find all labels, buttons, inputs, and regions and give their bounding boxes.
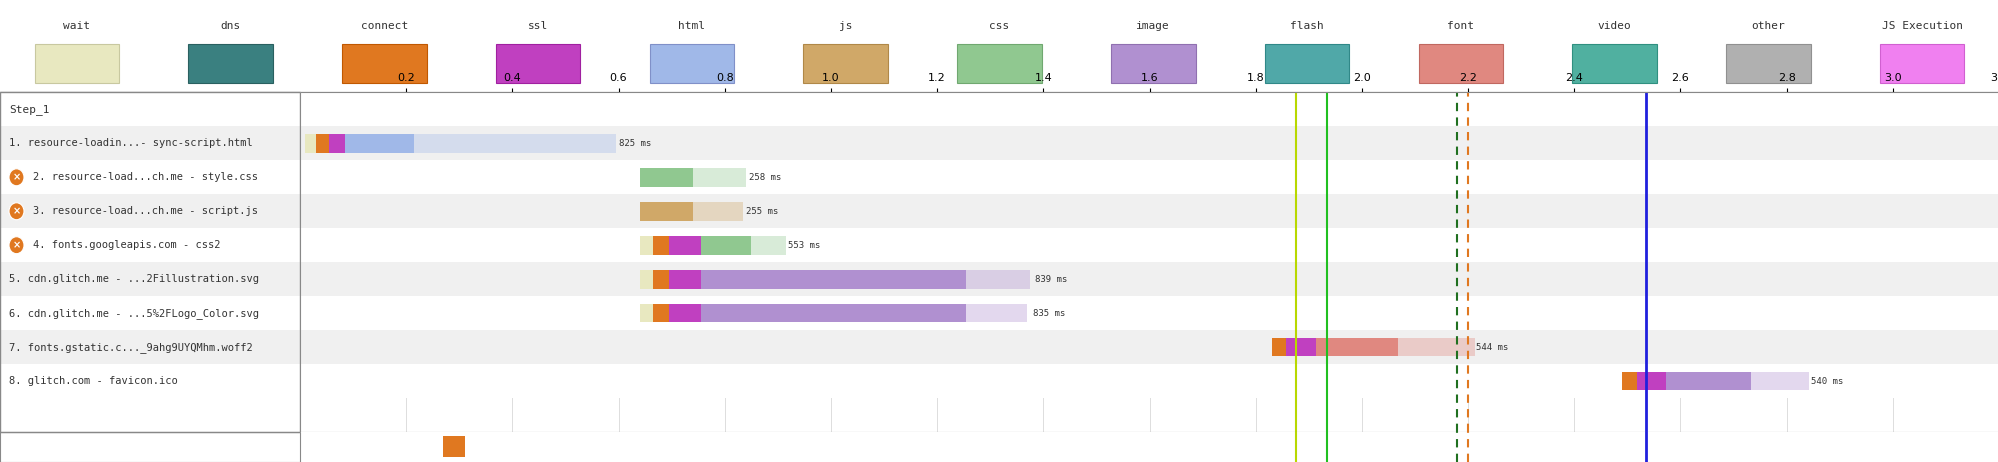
Bar — [1287, 338, 1315, 356]
Bar — [653, 270, 669, 288]
Text: dns: dns — [220, 21, 240, 31]
Bar — [1620, 372, 1636, 390]
Bar — [316, 134, 330, 152]
Bar — [965, 304, 1027, 322]
Bar — [653, 236, 669, 255]
Bar — [0, 330, 300, 364]
Text: connect: connect — [360, 21, 408, 31]
Text: 5. cdn.glitch.me - ...2Fillustration.svg: 5. cdn.glitch.me - ...2Fillustration.svg — [10, 274, 260, 284]
Bar — [751, 236, 785, 255]
Bar — [701, 304, 965, 322]
Text: 540 ms: 540 ms — [1810, 377, 1842, 385]
Bar — [1315, 338, 1397, 356]
FancyBboxPatch shape — [1265, 44, 1349, 83]
Bar — [300, 92, 1998, 126]
Bar — [639, 202, 693, 220]
Bar — [669, 270, 701, 288]
Text: 255 ms: 255 ms — [745, 207, 777, 216]
Bar — [639, 304, 653, 322]
Bar — [300, 296, 1998, 330]
Text: JS Execution: JS Execution — [1880, 21, 1962, 31]
Bar — [639, 168, 693, 187]
Bar — [300, 228, 1998, 262]
Text: 258 ms: 258 ms — [749, 173, 781, 182]
Text: ×: × — [12, 206, 20, 216]
Text: other: other — [1750, 21, 1784, 31]
FancyBboxPatch shape — [496, 44, 579, 83]
FancyBboxPatch shape — [957, 44, 1041, 83]
Text: ×: × — [12, 172, 20, 182]
Text: 553 ms: 553 ms — [787, 241, 821, 249]
Bar — [669, 304, 701, 322]
Bar — [1636, 372, 1664, 390]
Text: css: css — [989, 21, 1009, 31]
FancyBboxPatch shape — [1111, 44, 1195, 83]
Bar — [300, 126, 1998, 160]
Bar — [414, 134, 615, 152]
Text: 835 ms: 835 ms — [1033, 309, 1065, 317]
FancyBboxPatch shape — [342, 44, 426, 83]
Bar — [0, 194, 300, 228]
Text: wait: wait — [64, 21, 90, 31]
Text: 839 ms: 839 ms — [1035, 275, 1067, 284]
Text: image: image — [1135, 21, 1169, 31]
Text: ssl: ssl — [527, 21, 547, 31]
Text: font: font — [1447, 21, 1475, 31]
Text: js: js — [839, 21, 851, 31]
FancyBboxPatch shape — [1419, 44, 1502, 83]
Bar — [693, 168, 745, 187]
Bar — [300, 262, 1998, 296]
Text: ×: × — [12, 240, 20, 250]
FancyBboxPatch shape — [34, 44, 120, 83]
FancyBboxPatch shape — [649, 44, 733, 83]
FancyBboxPatch shape — [803, 44, 887, 83]
Bar — [1271, 338, 1287, 356]
Text: 3. resource-load...ch.me - script.js: 3. resource-load...ch.me - script.js — [34, 206, 258, 216]
Text: 4. fonts.googleapis.com - css2: 4. fonts.googleapis.com - css2 — [34, 240, 220, 250]
Text: 825 ms: 825 ms — [617, 139, 651, 148]
Bar — [300, 160, 1998, 194]
Bar — [1397, 338, 1475, 356]
Text: flash: flash — [1289, 21, 1323, 31]
Bar — [346, 134, 414, 152]
Circle shape — [10, 169, 24, 186]
Bar — [330, 134, 346, 152]
Text: 8. glitch.com - favicon.ico: 8. glitch.com - favicon.ico — [10, 376, 178, 386]
FancyBboxPatch shape — [1878, 44, 1964, 83]
FancyBboxPatch shape — [1724, 44, 1810, 83]
Bar — [300, 364, 1998, 398]
Text: 1. resource-loadin...- sync-script.html: 1. resource-loadin...- sync-script.html — [10, 138, 252, 148]
Bar — [300, 194, 1998, 228]
Bar — [669, 236, 701, 255]
Bar — [701, 236, 751, 255]
Bar — [693, 202, 743, 220]
FancyBboxPatch shape — [188, 44, 274, 83]
Bar — [0, 160, 300, 194]
Circle shape — [10, 237, 24, 254]
Bar — [444, 437, 464, 457]
FancyBboxPatch shape — [1572, 44, 1656, 83]
Text: html: html — [677, 21, 705, 31]
Bar — [653, 304, 669, 322]
Text: video: video — [1596, 21, 1630, 31]
Bar — [0, 228, 300, 262]
Bar — [300, 330, 1998, 364]
Bar — [701, 270, 965, 288]
Bar — [306, 134, 316, 152]
Bar — [0, 262, 300, 296]
Bar — [0, 364, 300, 398]
Bar — [0, 126, 300, 160]
Circle shape — [10, 203, 24, 220]
Bar — [1750, 372, 1808, 390]
Text: 6. cdn.glitch.me - ...5%2FLogo_Color.svg: 6. cdn.glitch.me - ...5%2FLogo_Color.svg — [10, 308, 260, 319]
Bar — [1664, 372, 1750, 390]
Text: 2. resource-load...ch.me - style.css: 2. resource-load...ch.me - style.css — [34, 172, 258, 182]
Text: Step_1: Step_1 — [10, 104, 50, 115]
Bar — [0, 296, 300, 330]
Bar — [965, 270, 1029, 288]
Text: 7. fonts.gstatic.c..._9ahg9UYQMhm.woff2: 7. fonts.gstatic.c..._9ahg9UYQMhm.woff2 — [10, 341, 252, 353]
Bar — [639, 270, 653, 288]
Bar — [639, 236, 653, 255]
Text: 544 ms: 544 ms — [1475, 343, 1508, 352]
